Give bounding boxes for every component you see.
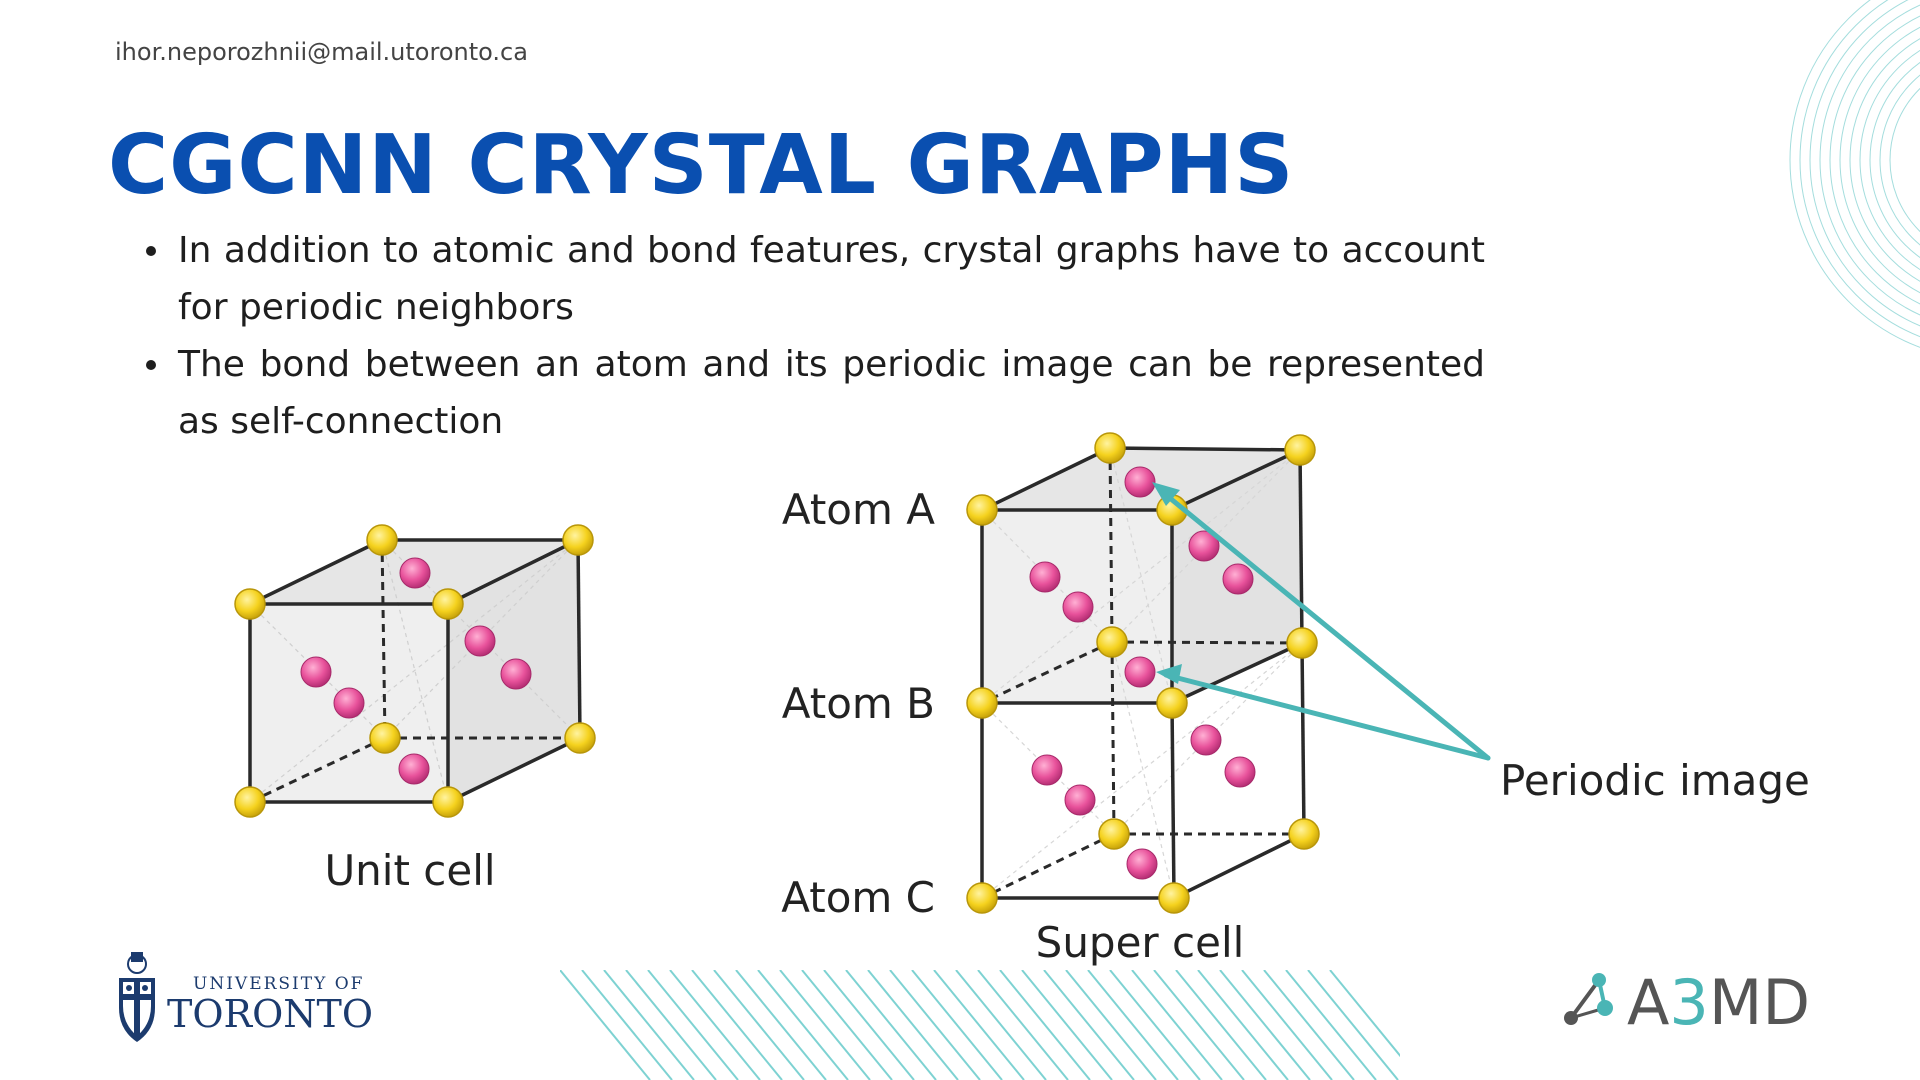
uoft-line1: UNIVERSITY OF (193, 974, 365, 994)
decorative-stripe (1329, 970, 1400, 1058)
corner-atom (1094, 432, 1126, 464)
corner-atom (562, 524, 594, 556)
decorative-stripe (691, 970, 783, 1080)
decorative-stripe (1219, 970, 1311, 1080)
atom-b-label: Atom B (782, 679, 935, 728)
decorative-stripe (889, 970, 981, 1080)
decorative-stripe (955, 970, 1047, 1080)
corner-atom (234, 786, 266, 818)
corner-atom (1098, 818, 1130, 850)
corner-atom (1288, 818, 1320, 850)
inner-atom (300, 656, 332, 688)
inner-atom (1124, 656, 1156, 688)
decorative-stripe (1263, 970, 1355, 1080)
decorative-stripe (1175, 970, 1267, 1080)
decorative-stripe (801, 970, 893, 1080)
decorative-stripe (779, 970, 871, 1080)
decorative-stripe (1065, 970, 1157, 1080)
decorative-stripe (1109, 970, 1201, 1080)
a3md-suffix: MD (1708, 966, 1811, 1039)
corner-atom (432, 588, 464, 620)
corner-atom (966, 494, 998, 526)
inner-atom (1029, 561, 1061, 593)
decorative-stripe (999, 970, 1091, 1080)
corner-atom (1158, 882, 1190, 914)
university-crest-icon (119, 952, 155, 1042)
corner-atom (366, 524, 398, 556)
inner-atom (333, 687, 365, 719)
inner-atom (500, 658, 532, 690)
inner-atom (1222, 563, 1254, 595)
corner-atom (369, 722, 401, 754)
decorative-arcs (1789, 0, 1920, 348)
decorative-stripe (1087, 970, 1179, 1080)
inner-atom (1224, 756, 1256, 788)
periodic-image-arrows (1152, 482, 1491, 761)
decorative-stripe (977, 970, 1069, 1080)
inner-atom (1062, 591, 1094, 623)
unit-cell-label: Unit cell (324, 846, 495, 895)
inner-atom (398, 753, 430, 785)
atom-c-label: Atom C (781, 873, 935, 922)
bullet-list: In addition to atomic and bond features,… (140, 222, 1485, 450)
inner-atom (1031, 754, 1063, 786)
decorative-stripe (823, 970, 915, 1080)
super-cell-label: Super cell (1036, 918, 1245, 967)
inner-atom (1126, 848, 1158, 880)
a3md-wordmark: A3MD (1627, 968, 1810, 1038)
decorative-stripe (1021, 970, 1113, 1080)
inner-atom (1190, 724, 1222, 756)
decorative-stripe (1307, 970, 1399, 1080)
decorative-stripe (560, 970, 651, 1080)
corner-atom (564, 722, 596, 754)
inner-atom (464, 625, 496, 657)
corner-atom (1286, 627, 1318, 659)
corner-atom (1284, 434, 1316, 466)
decorative-stripe (735, 970, 827, 1080)
inner-atom (1064, 784, 1096, 816)
decorative-stripe (757, 970, 849, 1080)
decorative-stripe (647, 970, 739, 1080)
decorative-stripe (603, 970, 695, 1080)
inner-atom (1188, 530, 1220, 562)
corner-atom (966, 882, 998, 914)
unit-cell: Unit cell (234, 524, 596, 895)
network-nodes-icon (1564, 973, 1613, 1025)
author-email: ihor.neporozhnii@mail.utoronto.ca (115, 38, 528, 66)
decorative-stripe (1197, 970, 1289, 1080)
atom-a-label: Atom A (782, 485, 935, 534)
corner-atom (234, 588, 266, 620)
decorative-stripe (1043, 970, 1135, 1080)
corner-atom (1156, 687, 1188, 719)
decorative-stripe (1153, 970, 1245, 1080)
decorative-stripe (933, 970, 1025, 1080)
corner-atom (432, 786, 464, 818)
decorative-stripe (669, 970, 761, 1080)
corner-atom (1096, 626, 1128, 658)
periodic-image-label: Periodic image (1500, 756, 1810, 805)
a3md-number: 3 (1669, 966, 1709, 1039)
inner-atom (399, 557, 431, 589)
corner-atom (966, 687, 998, 719)
inner-atom (1124, 466, 1156, 498)
decorative-stripe (713, 970, 805, 1080)
decorative-stripes (560, 970, 1400, 1080)
a3md-logo: A3MD (1555, 968, 1835, 1038)
bullet-item: The bond between an atom and its periodi… (140, 336, 1485, 450)
slide-title: CGCNN CRYSTAL GRAPHS (108, 118, 1295, 213)
decorative-stripe (1285, 970, 1377, 1080)
uoft-logo: UNIVERSITY OF TORONTO (115, 950, 405, 1046)
decorative-stripe (911, 970, 1003, 1080)
super-cell: Atom A Atom B Atom C Super cell (781, 432, 1320, 967)
decorative-stripe (845, 970, 937, 1080)
decorative-stripe (625, 970, 717, 1080)
bullet-item: In addition to atomic and bond features,… (140, 222, 1485, 336)
decorative-stripe (1131, 970, 1223, 1080)
a3md-prefix: A (1627, 966, 1670, 1039)
uoft-line2: TORONTO (167, 992, 374, 1036)
decorative-stripe (867, 970, 959, 1080)
decorative-stripe (1241, 970, 1333, 1080)
decorative-stripe (581, 970, 673, 1080)
